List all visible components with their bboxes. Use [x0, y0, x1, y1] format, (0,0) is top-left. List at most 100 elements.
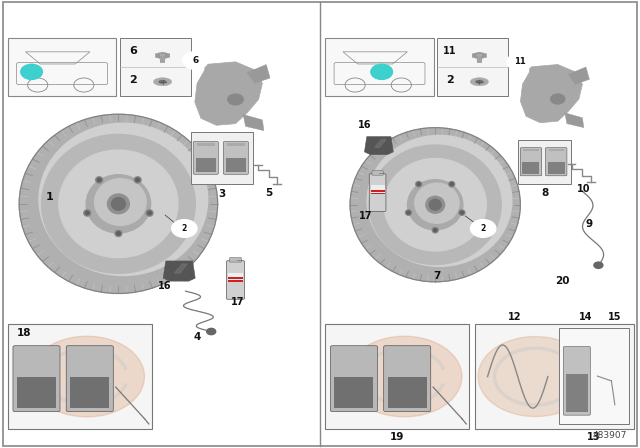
FancyBboxPatch shape [8, 324, 152, 429]
FancyBboxPatch shape [193, 142, 218, 174]
FancyBboxPatch shape [563, 347, 590, 415]
Bar [522, 162, 540, 174]
Text: 6: 6 [129, 46, 137, 56]
Bar [228, 280, 243, 282]
Circle shape [182, 52, 208, 69]
FancyBboxPatch shape [13, 346, 60, 412]
Bar [371, 190, 385, 192]
Ellipse shape [432, 228, 438, 233]
Polygon shape [247, 65, 270, 83]
Text: 2: 2 [481, 224, 486, 233]
Ellipse shape [460, 211, 463, 214]
Ellipse shape [407, 211, 410, 214]
Polygon shape [564, 113, 584, 128]
Circle shape [478, 336, 593, 417]
Polygon shape [472, 52, 486, 59]
Polygon shape [156, 52, 170, 59]
Text: 9: 9 [585, 219, 593, 229]
Circle shape [172, 220, 197, 237]
Ellipse shape [96, 177, 102, 183]
FancyBboxPatch shape [325, 324, 469, 429]
Text: 6: 6 [192, 56, 198, 65]
Ellipse shape [154, 78, 172, 86]
Ellipse shape [350, 128, 520, 282]
Bar [548, 162, 564, 174]
Polygon shape [243, 115, 264, 131]
FancyBboxPatch shape [372, 171, 383, 175]
Ellipse shape [415, 183, 459, 223]
Text: 18: 18 [17, 328, 31, 338]
Bar [548, 149, 564, 151]
Ellipse shape [429, 199, 441, 210]
FancyBboxPatch shape [369, 174, 386, 211]
Bar [566, 374, 588, 412]
Text: 16: 16 [158, 281, 172, 291]
Ellipse shape [148, 211, 152, 215]
FancyBboxPatch shape [545, 148, 567, 176]
Circle shape [550, 94, 564, 104]
Text: 17: 17 [231, 297, 245, 307]
Bar [477, 54, 482, 63]
Ellipse shape [433, 228, 437, 232]
Ellipse shape [367, 135, 512, 267]
FancyBboxPatch shape [559, 328, 629, 424]
Text: 11: 11 [514, 57, 525, 66]
Circle shape [507, 53, 532, 71]
FancyBboxPatch shape [520, 148, 541, 176]
Text: 8: 8 [541, 188, 548, 198]
FancyBboxPatch shape [191, 132, 253, 184]
Text: 20: 20 [555, 276, 569, 286]
Text: 14: 14 [579, 312, 592, 322]
Ellipse shape [408, 180, 463, 230]
Ellipse shape [159, 80, 166, 84]
FancyBboxPatch shape [330, 346, 378, 412]
FancyBboxPatch shape [230, 258, 241, 262]
Circle shape [20, 64, 42, 79]
Ellipse shape [19, 114, 218, 293]
Text: 19: 19 [390, 432, 404, 442]
FancyBboxPatch shape [475, 324, 634, 429]
Ellipse shape [459, 210, 465, 215]
FancyBboxPatch shape [518, 140, 571, 184]
Bar [196, 159, 216, 172]
Bar [17, 376, 56, 408]
Polygon shape [163, 261, 195, 281]
Ellipse shape [134, 177, 141, 183]
Ellipse shape [450, 183, 453, 186]
Ellipse shape [108, 194, 129, 214]
Ellipse shape [384, 159, 486, 251]
Circle shape [470, 220, 496, 237]
Text: 17: 17 [359, 211, 373, 221]
Ellipse shape [426, 196, 445, 213]
Ellipse shape [416, 181, 422, 187]
Text: 483907: 483907 [593, 431, 627, 440]
FancyBboxPatch shape [384, 346, 431, 412]
Ellipse shape [476, 80, 484, 84]
Bar [70, 376, 109, 408]
Text: 3: 3 [218, 189, 226, 198]
Text: 15: 15 [608, 312, 621, 322]
Text: 2: 2 [129, 75, 137, 85]
Bar [335, 376, 373, 408]
Polygon shape [374, 139, 386, 147]
Bar [160, 54, 165, 63]
Bar [371, 185, 385, 194]
Text: 11: 11 [443, 46, 456, 56]
Circle shape [207, 328, 216, 335]
FancyBboxPatch shape [67, 346, 113, 412]
Circle shape [594, 262, 603, 268]
Ellipse shape [146, 210, 153, 216]
Polygon shape [520, 65, 582, 123]
Text: 12: 12 [508, 312, 522, 322]
Text: 2: 2 [446, 75, 454, 85]
Ellipse shape [449, 181, 454, 187]
FancyBboxPatch shape [325, 38, 434, 96]
Ellipse shape [95, 179, 146, 225]
Ellipse shape [115, 230, 122, 237]
Polygon shape [568, 67, 589, 84]
Polygon shape [195, 62, 262, 125]
FancyBboxPatch shape [437, 38, 508, 96]
Bar [226, 159, 246, 172]
Text: 1: 1 [46, 192, 54, 202]
Text: 13: 13 [587, 432, 601, 442]
